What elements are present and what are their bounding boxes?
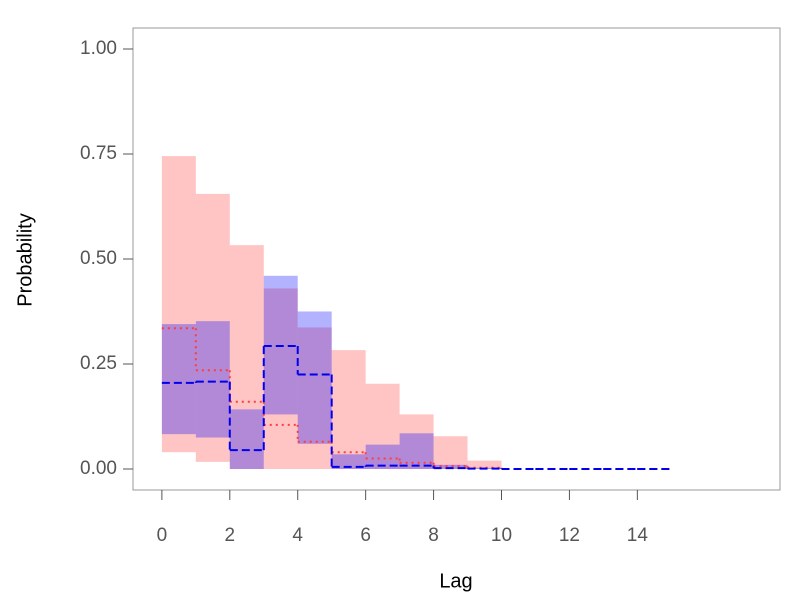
band <box>161 156 196 453</box>
band <box>229 409 264 469</box>
band <box>161 324 196 435</box>
y-tick-label: 0.00 <box>80 458 117 479</box>
x-tick-label: 8 <box>428 525 439 546</box>
band <box>399 433 434 469</box>
x-tick-label: 6 <box>360 525 371 546</box>
band <box>229 245 264 469</box>
x-tick-label: 2 <box>225 525 236 546</box>
band <box>297 327 332 469</box>
x-tick-label: 0 <box>157 525 168 546</box>
x-tick-label: 14 <box>627 525 649 546</box>
band <box>331 350 366 469</box>
x-tick-label: 12 <box>559 525 580 546</box>
band <box>433 436 468 469</box>
band <box>195 321 230 438</box>
x-tick-label: 4 <box>292 525 303 546</box>
band <box>399 414 434 469</box>
band <box>467 460 502 469</box>
band <box>331 454 366 469</box>
x-tick-label: 10 <box>491 525 512 546</box>
band <box>433 464 468 469</box>
y-tick-label: 0.75 <box>80 143 117 164</box>
x-axis-title: Lag <box>439 570 472 592</box>
band <box>365 383 400 469</box>
y-tick-label: 0.50 <box>80 248 117 269</box>
band <box>297 311 332 444</box>
y-tick-label: 1.00 <box>80 38 117 59</box>
band <box>195 193 230 462</box>
y-tick-label: 0.25 <box>80 353 117 374</box>
y-axis-title: Probability <box>14 213 36 306</box>
band <box>263 288 298 469</box>
